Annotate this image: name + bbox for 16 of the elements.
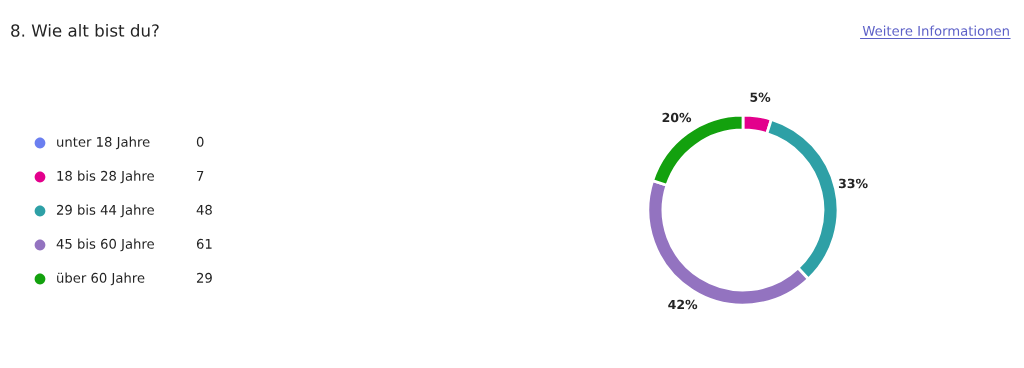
legend-label: über 60 Jahre xyxy=(57,272,145,286)
chart-title: 8. Wie alt bist du? xyxy=(11,23,159,37)
legend-label: 18 bis 28 Jahre xyxy=(57,170,154,184)
legend-label: 29 bis 44 Jahre xyxy=(56,204,154,218)
data-label: 29 xyxy=(196,272,212,283)
text: Weitere Informationen xyxy=(862,25,1009,36)
text: 33% xyxy=(838,178,868,189)
text: 0 xyxy=(196,136,204,147)
text: 42% xyxy=(668,299,698,310)
text: 5% xyxy=(750,92,771,102)
text: 20% xyxy=(662,112,692,123)
legend-label: 45 bis 60 Jahre xyxy=(56,238,154,252)
legend-label: unter 18 Jahre xyxy=(57,136,150,150)
data-label: 48 xyxy=(196,204,212,215)
data-label: 7 xyxy=(197,171,204,181)
data-label: 61 xyxy=(196,238,212,249)
